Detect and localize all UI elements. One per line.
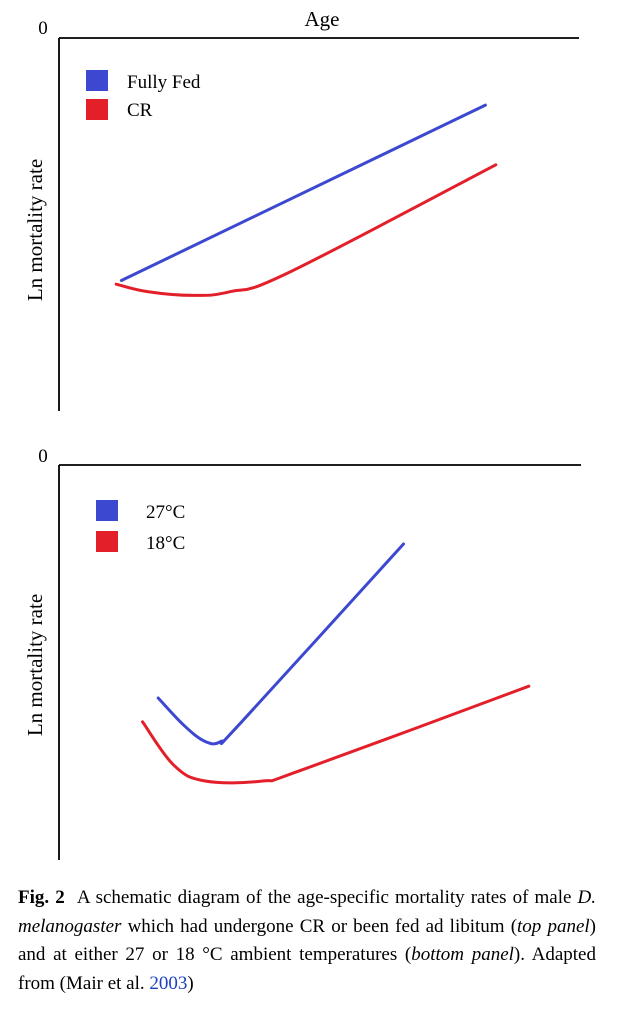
figure-caption: Fig. 2 A schematic diagram of the age-sp… [18, 884, 596, 998]
series-line-cr [114, 163, 498, 297]
legend-label-cr: CR [127, 100, 153, 121]
caption-text-5: ) [187, 972, 194, 994]
top-origin-label: 0 [38, 18, 48, 39]
legend-label-fully-fed: Fully Fed [127, 72, 201, 93]
series-line-27c [156, 542, 405, 746]
caption-label: Fig. 2 [18, 887, 65, 908]
bottom-y-label: Ln mortality rate [23, 594, 47, 736]
caption-text-2: which had undergone CR or been fed ad li… [121, 915, 518, 937]
legend-label-27c: 27°C [146, 502, 185, 523]
caption-text-1: A schematic diagram of the age-specific … [76, 887, 578, 908]
series-line-fully-fed [119, 103, 487, 282]
bottom-legend: 27°C 18°C [96, 500, 185, 554]
legend-label-18c: 18°C [146, 533, 185, 554]
legend-swatch-cr [86, 99, 108, 120]
caption-text-4: ). Adapted from (Mair et al. [18, 944, 596, 994]
caption-text-3: ) and at either 27 or 18 °C ambient temp… [18, 915, 596, 966]
series-line-18c [141, 684, 531, 785]
reference-year-link[interactable]: 2003 [149, 972, 188, 994]
figure: Age 0 Ln mortality rate Fully Fed CR 0 L… [23, 7, 581, 860]
top-legend: Fully Fed CR [86, 70, 201, 121]
caption-species: D. melanogaster [18, 887, 597, 937]
top-title: Age [305, 7, 340, 31]
legend-swatch-fully-fed [86, 70, 108, 91]
caption-bottom-panel: bottom panel [411, 944, 514, 965]
bottom-origin-label: 0 [38, 446, 48, 467]
top-panel: Age 0 Ln mortality rate Fully Fed CR [23, 7, 579, 411]
legend-swatch-18c [96, 531, 118, 552]
bottom-panel: 0 Ln mortality rate 27°C 18°C [23, 446, 581, 860]
caption-top-panel: top panel [517, 915, 590, 937]
top-y-label: Ln mortality rate [23, 159, 47, 301]
legend-swatch-27c [96, 500, 118, 521]
